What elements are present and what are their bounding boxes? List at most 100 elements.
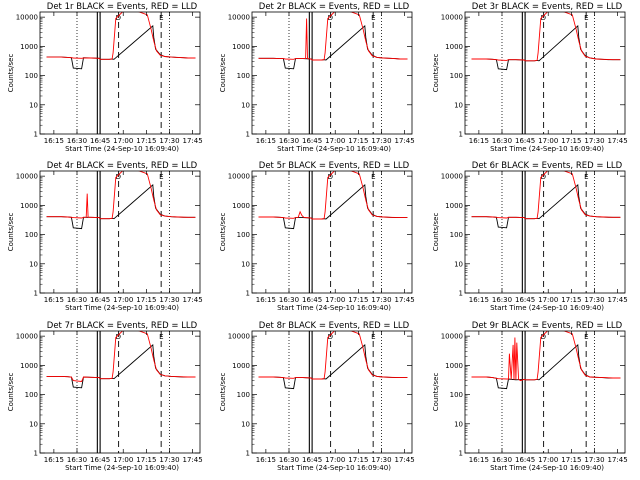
lld-series-line [258,171,408,220]
lld-series-line [46,171,196,220]
x-tick-label: 16:45 [515,456,535,464]
y-tick-label: 1 [34,450,38,458]
x-tick-label: 16:45 [302,456,322,464]
x-tick-label: 16:15 [469,456,489,464]
x-tick-label: 17:30 [371,456,391,464]
y-tick-label: 10 [29,420,38,428]
lld-series-line [258,12,408,61]
y-tick-label: 10 [29,260,38,268]
y-tick-label: 10000 [16,333,38,341]
marker-label-e: E [159,333,163,341]
y-axis-label: Counts/sec [432,373,440,412]
x-tick-label: 17:45 [395,296,415,304]
marker-label-e: E [371,173,375,181]
events-series-line [258,24,408,70]
x-tick-label: 16:30 [279,296,299,304]
x-tick-label: 16:45 [90,137,110,145]
chart-title: Det 7r BLACK = Events, RED = LLD [47,321,198,331]
lld-series-line [471,171,621,220]
chart-title: Det 4r BLACK = Events, RED = LLD [47,161,198,171]
x-tick-label: 16:15 [256,456,276,464]
events-series-line [471,183,621,229]
y-tick-label: 1 [34,131,38,139]
y-tick-label: 100 [25,72,38,80]
x-tick-label: 16:30 [279,137,299,145]
lld-series-line [258,331,408,380]
y-tick-label: 100 [237,391,250,399]
y-tick-label: 10 [454,420,463,428]
x-axis-label: Start Time (24-Sep-10 16:09:40) [65,145,179,153]
y-tick-label: 1 [246,450,250,458]
marker-label-e: E [371,333,375,341]
x-tick-label: 17:00 [538,137,558,145]
x-tick-label: 17:00 [538,296,558,304]
y-tick-label: 10 [241,260,250,268]
marker-label-d: D [116,14,121,22]
y-axis-label: Counts/sec [219,213,227,252]
y-tick-label: 100 [25,231,38,239]
events-series-line [258,343,408,390]
x-tick-label: 16:30 [492,456,512,464]
y-tick-label: 10 [29,101,38,109]
y-tick-label: 1000 [20,202,38,210]
x-tick-label: 16:30 [492,296,512,304]
chart-title: Det 8r BLACK = Events, RED = LLD [259,321,410,331]
x-tick-label: 16:45 [302,137,322,145]
x-axis-label: Start Time (24-Sep-10 16:09:40) [277,464,391,472]
plot-frame [464,170,626,294]
y-tick-label: 1000 [445,362,463,370]
x-tick-label: 17:15 [561,137,581,145]
marker-label-d: D [328,14,333,22]
x-tick-label: 17:15 [561,296,581,304]
y-tick-label: 1000 [20,43,38,51]
x-tick-label: 16:15 [44,137,64,145]
y-tick-label: 10 [454,101,463,109]
events-series-line [46,183,196,230]
x-tick-label: 17:30 [159,137,179,145]
x-tick-label: 16:15 [44,296,64,304]
y-tick-label: 1000 [445,202,463,210]
x-tick-label: 17:45 [183,296,203,304]
x-tick-label: 17:30 [584,296,604,304]
marker-label-d: D [116,173,121,181]
x-tick-label: 16:45 [90,456,110,464]
y-tick-label: 100 [450,391,463,399]
x-tick-label: 17:45 [395,137,415,145]
chart-title: Det 1r BLACK = Events, RED = LLD [47,2,198,12]
x-tick-label: 17:00 [113,296,133,304]
plot-frame [39,170,201,294]
x-tick-label: 16:30 [279,456,299,464]
x-tick-label: 16:45 [515,137,535,145]
x-tick-label: 17:00 [325,296,345,304]
marker-label-d: D [328,333,333,341]
y-axis-label: Counts/sec [7,213,15,252]
x-tick-label: 17:30 [371,137,391,145]
marker-label-d: D [541,173,546,181]
x-tick-label: 17:15 [348,137,368,145]
x-tick-label: 17:30 [584,456,604,464]
y-axis-label: Counts/sec [7,373,15,412]
chart-title: Det 5r BLACK = Events, RED = LLD [259,161,410,171]
events-series-line [46,343,196,389]
x-tick-label: 17:15 [136,296,156,304]
x-tick-label: 16:15 [469,137,489,145]
x-tick-label: 17:15 [136,137,156,145]
y-tick-label: 10 [454,260,463,268]
y-tick-label: 1000 [232,362,250,370]
y-tick-label: 1 [459,290,463,298]
y-axis-label: Counts/sec [219,54,227,93]
x-tick-label: 17:00 [325,456,345,464]
y-tick-label: 1000 [232,202,250,210]
x-tick-label: 16:15 [256,296,276,304]
y-tick-label: 10000 [228,173,250,181]
x-tick-label: 16:30 [492,137,512,145]
x-axis-label: Start Time (24-Sep-10 16:09:40) [490,464,604,472]
x-tick-label: 16:15 [469,296,489,304]
